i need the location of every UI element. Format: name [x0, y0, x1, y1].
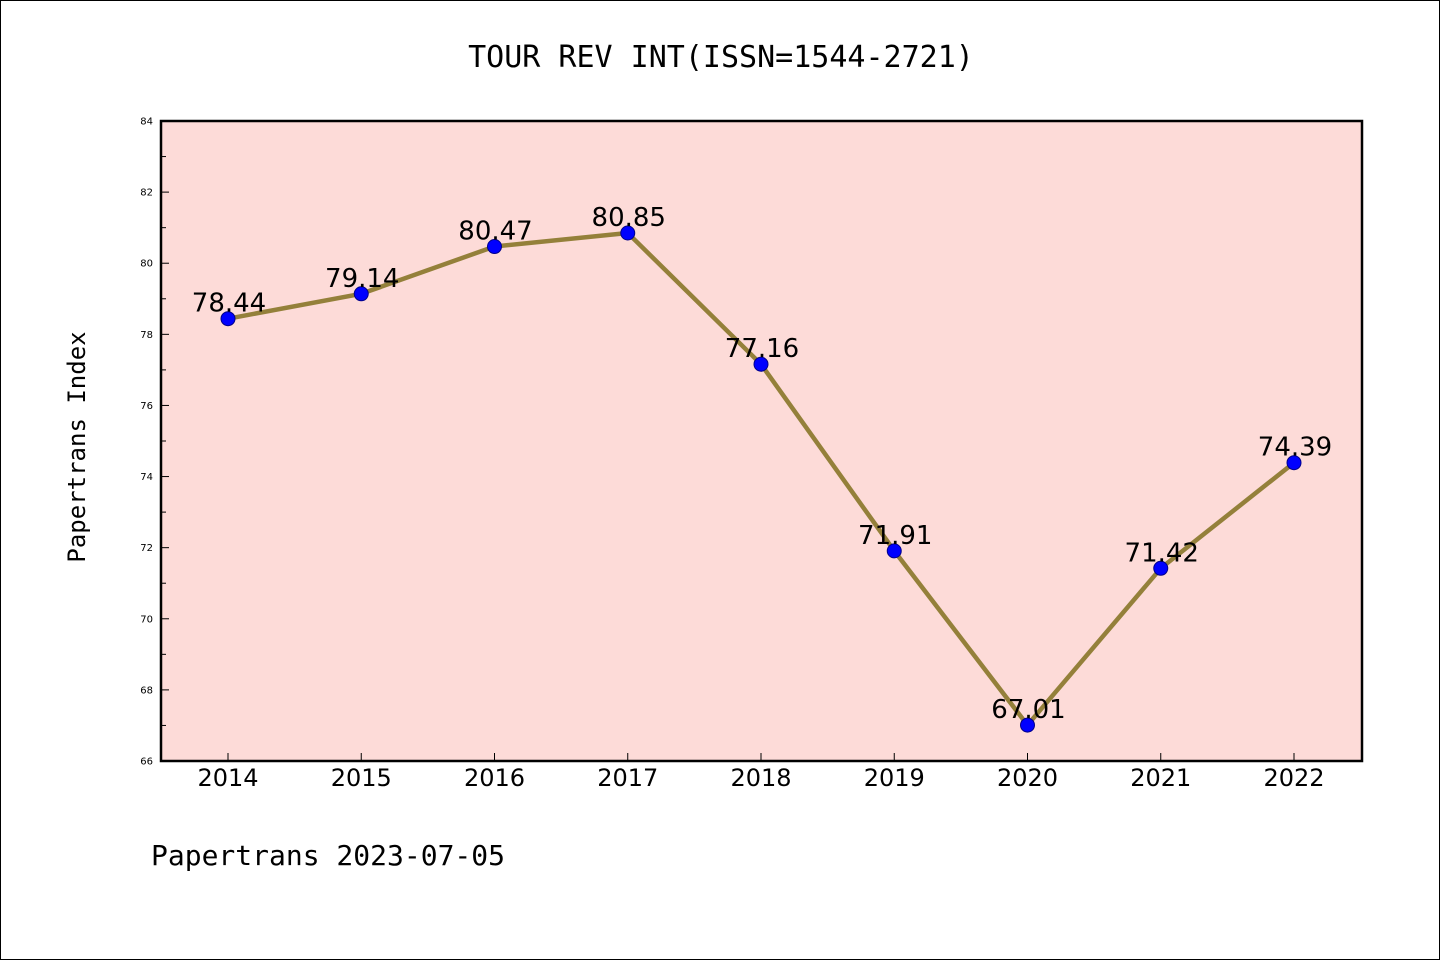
- x-tick-label: 2020: [997, 764, 1058, 792]
- data-point: [620, 225, 636, 241]
- x-tick-label: 2016: [464, 764, 525, 792]
- y-tick-label: 72: [140, 543, 153, 554]
- data-label: 71.42: [1125, 538, 1199, 568]
- data-labels: 78.44 79.14 80.47 80.85 77.16 71.91 67.01 71.42…: [192, 203, 1332, 725]
- data-point: [1286, 455, 1302, 471]
- chart-title: TOUR REV INT(ISSN=1544-2721): [468, 40, 974, 75]
- plot-border: [159, 119, 1364, 763]
- data-label: 79.14: [325, 264, 399, 294]
- data-point: [886, 543, 902, 559]
- data-point: [220, 311, 236, 327]
- data-label: 80.85: [592, 203, 666, 233]
- y-tick-label: 68: [140, 685, 153, 696]
- y-tick-label: 82: [140, 188, 153, 199]
- data-point: [353, 286, 369, 302]
- data-point: [487, 239, 502, 255]
- data-label: 78.44: [192, 289, 266, 319]
- data-point: [1153, 560, 1169, 576]
- y-tick-label: 84: [140, 117, 153, 128]
- y-tick-label: 74: [140, 472, 153, 483]
- x-tick-label: 2022: [1263, 764, 1324, 792]
- y-axis-label: Papertrans Index: [63, 331, 91, 562]
- y-tick-label: 66: [140, 757, 153, 768]
- x-tick-label: 2018: [730, 764, 791, 792]
- x-tick-label: 2021: [1130, 764, 1191, 792]
- y-tick-label: 70: [140, 614, 153, 625]
- data-points: [220, 225, 1302, 733]
- data-label: 80.47: [458, 217, 532, 247]
- data-point: [753, 356, 769, 372]
- data-label: 71.91: [858, 521, 932, 551]
- x-tick-label: 2019: [864, 764, 925, 792]
- footer-credit: Papertrans 2023-07-05: [151, 839, 505, 872]
- y-tick-label: 78: [140, 330, 153, 341]
- x-tick-label: 2017: [597, 764, 658, 792]
- plot-area: [161, 121, 1362, 761]
- data-label: 67.01: [991, 695, 1065, 725]
- x-tick-label: 2015: [331, 764, 392, 792]
- data-label: 77.16: [725, 334, 799, 364]
- y-tick-label: 80: [140, 259, 153, 270]
- x-tick-label: 2014: [197, 764, 258, 792]
- y-tick-label: 76: [140, 401, 153, 412]
- data-label: 74.39: [1258, 433, 1332, 463]
- axis-ticks: 66 68 70 72 74 76 78 80 82 84 2014 2015 2016 2017 2018…: [140, 117, 1324, 793]
- data-point: [1020, 717, 1035, 733]
